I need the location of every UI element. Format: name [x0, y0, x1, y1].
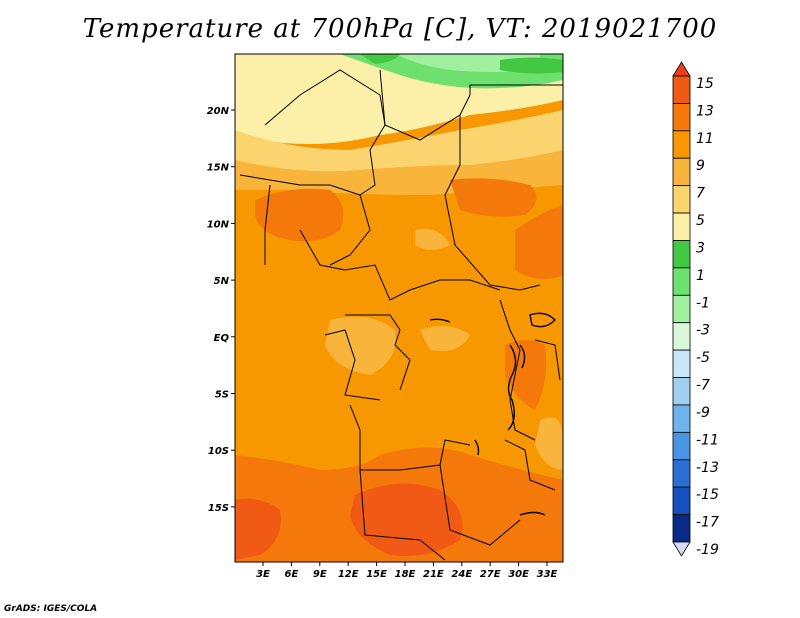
map-frame	[234, 53, 564, 563]
colorbar-label: -15	[696, 487, 719, 503]
colorbar-bottom-arrow	[672, 541, 691, 557]
colorbar-label: -7	[696, 378, 710, 394]
chart-title: Temperature at 700hPa [C], VT: 201902170…	[82, 14, 718, 44]
colorbar-label: 5	[696, 213, 705, 229]
lon-tick-label: 12E	[338, 569, 359, 580]
colorbar-swatch	[672, 294, 691, 324]
lat-tick-label: 10S	[208, 446, 229, 457]
longitude-axis: 3E 6E 9E 12E 15E 18E 21E 24E 27E 30E 33E	[256, 562, 558, 580]
lat-tick-label: 5N	[214, 276, 230, 287]
colorbar-swatch	[672, 157, 691, 187]
colorbar-top-arrow	[672, 61, 691, 77]
colorbar-swatch	[672, 75, 691, 104]
colorbar-swatch	[672, 486, 691, 515]
colorbar-label: -1	[696, 295, 710, 311]
colorbar-swatch	[672, 431, 691, 461]
credit-text: GrADS: IGES/COLA	[4, 604, 98, 614]
colorbar-label: 3	[696, 240, 705, 256]
colorbar: 15 13 11 9 7 5 3 1 -1 -3 -5 -7 -9 -11 -13 -15 -17 -19	[672, 61, 719, 558]
lon-tick-label: 33E	[537, 569, 558, 580]
lakes	[429, 312, 556, 516]
lon-tick-label: 3E	[256, 569, 270, 580]
lat-tick-label: 15N	[207, 163, 230, 174]
colorbar-swatch	[672, 322, 691, 351]
colorbar-swatch	[672, 459, 691, 488]
colorbar-label: -19	[696, 542, 719, 558]
lon-tick-label: 21E	[423, 569, 444, 580]
colorbar-swatch	[672, 212, 691, 241]
colorbar-label: -5	[696, 350, 710, 366]
lon-tick-label: 6E	[285, 569, 299, 580]
colorbar-label: -11	[696, 432, 719, 448]
colorbar-swatch	[672, 377, 691, 406]
lat-tick-label: 5S	[215, 390, 229, 401]
colorbar-label: -17	[696, 515, 719, 531]
latitude-axis: 20N 15N 10N 5N EQ 5S 10S 15S	[207, 106, 235, 514]
lon-tick-label: 18E	[395, 569, 416, 580]
temperature-field	[235, 54, 563, 562]
colorbar-label: -9	[696, 405, 710, 421]
country-borders	[239, 69, 563, 561]
colorbar-label: -13	[696, 460, 719, 476]
lat-tick-label: 15S	[208, 503, 229, 514]
colorbar-label: -3	[696, 323, 710, 339]
colorbar-label: 7	[696, 186, 705, 202]
lon-tick-label: 24E	[451, 569, 472, 580]
colorbar-swatch	[672, 267, 691, 296]
colorbar-label: 15	[696, 76, 714, 92]
colorbar-swatch	[672, 514, 691, 543]
lon-tick-label: 27E	[480, 569, 501, 580]
lon-tick-label: 9E	[313, 569, 327, 580]
lon-tick-label: 15E	[366, 569, 387, 580]
colorbar-swatch	[672, 103, 691, 132]
lat-tick-label: 20N	[207, 106, 230, 117]
lat-tick-label: EQ	[214, 333, 230, 344]
colorbar-label: 11	[696, 131, 714, 147]
colorbar-swatch	[672, 349, 691, 378]
lat-tick-label: 10N	[207, 219, 230, 230]
colorbar-swatch	[672, 240, 691, 269]
colorbar-label: 1	[696, 268, 705, 284]
colorbar-label: 9	[696, 158, 705, 174]
colorbar-swatch	[672, 404, 691, 433]
colorbar-swatch	[672, 185, 691, 214]
colorbar-swatch	[672, 130, 691, 159]
lon-tick-label: 30E	[508, 569, 529, 580]
colorbar-label: 13	[696, 103, 714, 119]
